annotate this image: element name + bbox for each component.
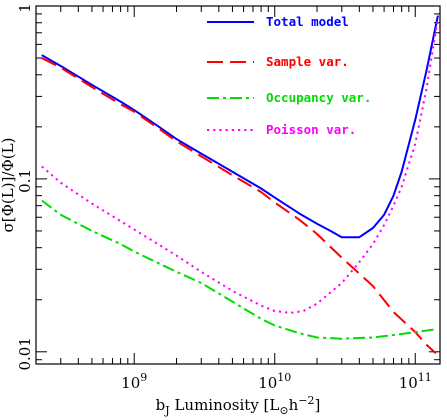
x-tick-label: 1011 [399,371,432,392]
series-line-occupancy-var [41,199,436,340]
legend: Total model Sample var. Occupancy var. Pois… [207,14,371,137]
series-line-total-model [41,15,439,239]
legend-label: Occupancy var. [266,90,371,105]
plot-frame [35,5,441,365]
y-tick-label: 0.01 [16,337,34,370]
x-tick-label: 1010 [258,371,291,392]
y-tick-label: 0.1 [16,169,34,193]
legend-label: Total model [266,14,349,29]
ticks-layer: 109 1010 1011 0.01 0.1 1 [16,3,440,392]
series-layer [41,15,439,355]
legend-label: Sample var. [266,54,349,69]
y-tick-label: 1 [16,3,34,13]
x-tick-label: 109 [121,371,147,392]
series-line-sample-var [41,57,437,355]
legend-label: Poisson var. [266,122,356,137]
x-axis-label: bJ Luminosity [L⊙h−2] [156,394,321,417]
y-axis-label: σ[Φ(L)]/Φ(L) [0,138,17,233]
